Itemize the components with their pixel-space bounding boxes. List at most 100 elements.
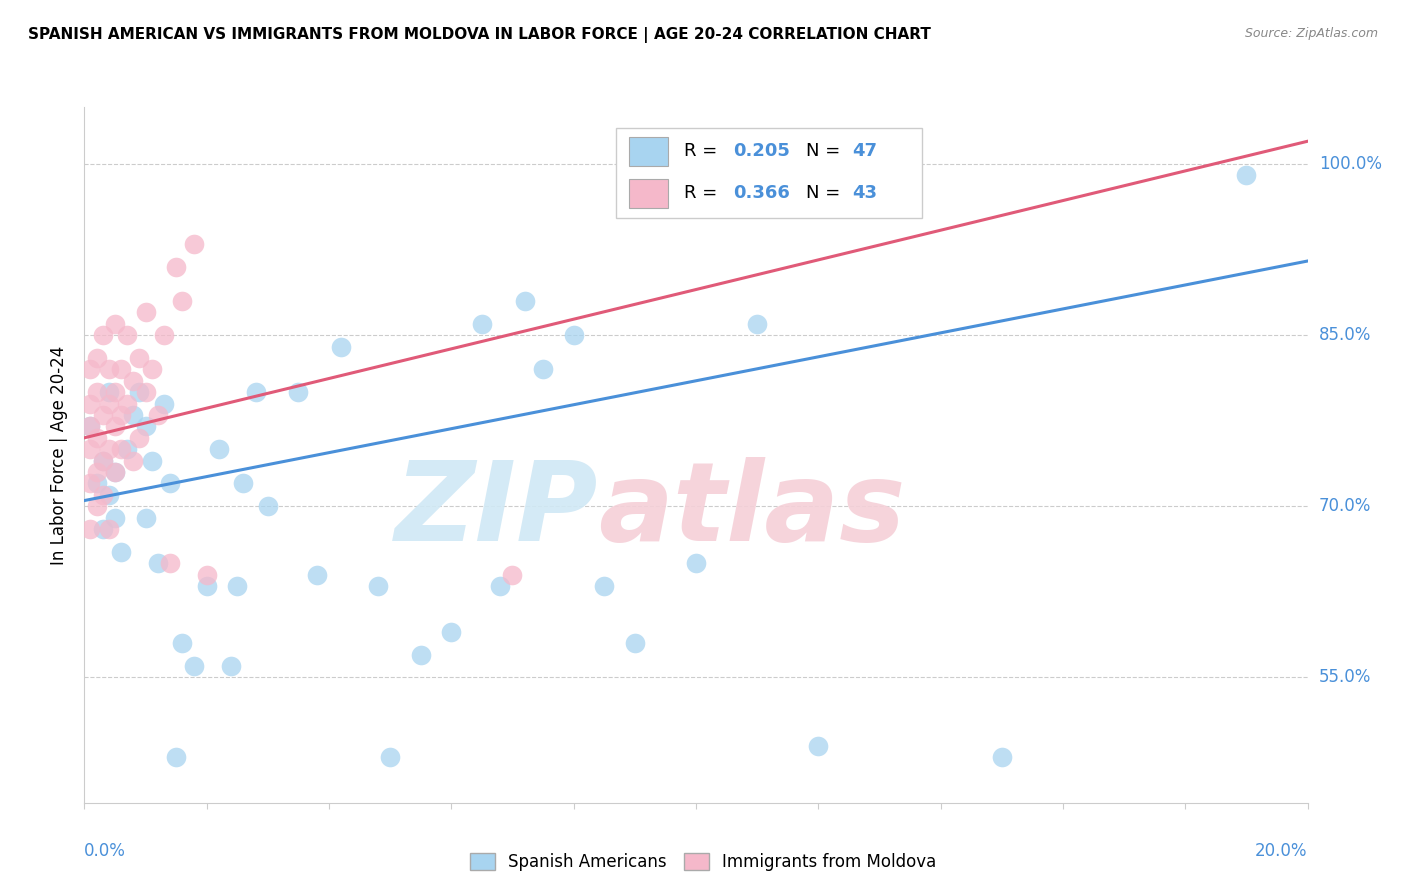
Point xyxy=(440,624,463,639)
Point xyxy=(128,351,150,365)
Point xyxy=(97,396,120,410)
Text: Source: ZipAtlas.com: Source: ZipAtlas.com xyxy=(1244,27,1378,40)
Point xyxy=(245,385,267,400)
Point xyxy=(531,362,554,376)
Point xyxy=(807,739,830,753)
Point xyxy=(86,385,108,400)
Point xyxy=(86,476,108,491)
Point xyxy=(91,453,114,467)
Point xyxy=(141,453,163,467)
Point xyxy=(562,328,585,343)
Point xyxy=(115,442,138,457)
Point xyxy=(257,500,280,514)
Point xyxy=(86,500,108,514)
Text: 70.0%: 70.0% xyxy=(1319,497,1371,516)
Point xyxy=(135,385,157,400)
Point xyxy=(287,385,309,400)
Point xyxy=(991,750,1014,764)
Point xyxy=(159,556,181,570)
Point xyxy=(135,510,157,524)
Point xyxy=(115,328,138,343)
Point xyxy=(172,636,194,650)
Point xyxy=(232,476,254,491)
Point xyxy=(122,374,145,388)
Text: ZIP: ZIP xyxy=(395,457,598,564)
Point xyxy=(110,362,132,376)
Y-axis label: In Labor Force | Age 20-24: In Labor Force | Age 20-24 xyxy=(51,345,69,565)
Point xyxy=(747,317,769,331)
Text: 100.0%: 100.0% xyxy=(1319,155,1382,173)
Point xyxy=(367,579,389,593)
Point xyxy=(141,362,163,376)
Point xyxy=(219,659,242,673)
Point xyxy=(624,636,647,650)
Point xyxy=(380,750,402,764)
Point xyxy=(146,556,169,570)
Point xyxy=(159,476,181,491)
Point xyxy=(79,522,101,536)
Point xyxy=(471,317,494,331)
Point xyxy=(97,522,120,536)
Point xyxy=(110,545,132,559)
Point xyxy=(79,442,101,457)
Point xyxy=(409,648,432,662)
Text: 20.0%: 20.0% xyxy=(1256,842,1308,860)
Point xyxy=(97,385,120,400)
Point xyxy=(1234,169,1257,183)
Point xyxy=(79,396,101,410)
Point xyxy=(305,567,328,582)
Point xyxy=(128,431,150,445)
Point xyxy=(91,453,114,467)
Point xyxy=(91,408,114,422)
Point xyxy=(79,362,101,376)
Point xyxy=(502,567,524,582)
Text: 55.0%: 55.0% xyxy=(1319,668,1371,686)
Point xyxy=(135,305,157,319)
Point xyxy=(195,567,218,582)
Point xyxy=(685,556,707,570)
Point xyxy=(153,328,176,343)
Text: SPANISH AMERICAN VS IMMIGRANTS FROM MOLDOVA IN LABOR FORCE | AGE 20-24 CORRELATI: SPANISH AMERICAN VS IMMIGRANTS FROM MOLD… xyxy=(28,27,931,43)
Legend: Spanish Americans, Immigrants from Moldova: Spanish Americans, Immigrants from Moldo… xyxy=(461,845,945,880)
Point xyxy=(165,750,187,764)
Point xyxy=(86,351,108,365)
Point xyxy=(226,579,249,593)
Point xyxy=(97,362,120,376)
Point xyxy=(79,419,101,434)
Point xyxy=(91,522,114,536)
Point xyxy=(330,340,353,354)
Point xyxy=(183,659,205,673)
Point xyxy=(172,293,194,308)
Point xyxy=(165,260,187,274)
Point xyxy=(104,465,127,479)
Point xyxy=(104,510,127,524)
Text: 0.0%: 0.0% xyxy=(84,842,127,860)
Point xyxy=(104,385,127,400)
Point xyxy=(86,431,108,445)
Point xyxy=(79,476,101,491)
Point xyxy=(110,442,132,457)
Point xyxy=(593,579,616,593)
Point xyxy=(489,579,512,593)
Point xyxy=(208,442,231,457)
Point xyxy=(122,453,145,467)
Point xyxy=(128,385,150,400)
Text: 85.0%: 85.0% xyxy=(1319,326,1371,344)
Point xyxy=(146,408,169,422)
Point xyxy=(183,236,205,251)
Point xyxy=(104,465,127,479)
Point xyxy=(104,317,127,331)
Point xyxy=(79,419,101,434)
Text: atlas: atlas xyxy=(598,457,905,564)
Point xyxy=(104,419,127,434)
Point xyxy=(115,396,138,410)
Point xyxy=(91,488,114,502)
Point xyxy=(195,579,218,593)
Point xyxy=(513,293,536,308)
Point xyxy=(97,488,120,502)
Point xyxy=(110,408,132,422)
Point xyxy=(153,396,176,410)
Point xyxy=(91,328,114,343)
Point xyxy=(135,419,157,434)
Point xyxy=(122,408,145,422)
